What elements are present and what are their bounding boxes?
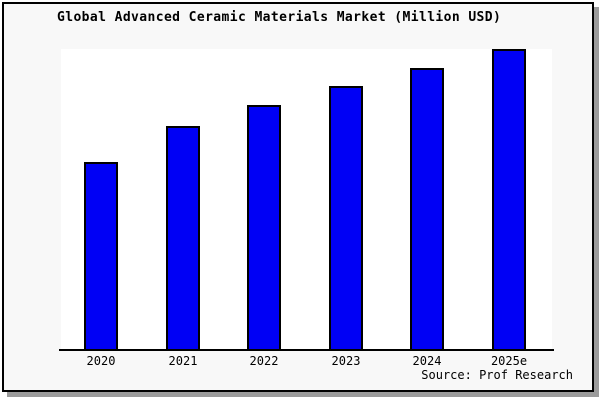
bar-2023 — [329, 86, 363, 351]
bar-2020 — [84, 162, 118, 351]
x-axis-line — [59, 349, 554, 351]
x-tick-label-2022: 2022 — [249, 354, 279, 368]
x-tick-label-2025e: 2025e — [490, 354, 528, 368]
chart-title: Global Advanced Ceramic Materials Market… — [57, 10, 502, 25]
x-tick-label-2021: 2021 — [168, 354, 198, 368]
plot-area — [61, 49, 552, 351]
chart-frame: Global Advanced Ceramic Materials Market… — [2, 2, 594, 392]
x-tick-label-2023: 2023 — [331, 354, 361, 368]
bars-container — [61, 49, 552, 351]
bar-2025e — [492, 49, 526, 351]
bar-2022 — [247, 105, 281, 351]
bar-2021 — [166, 126, 200, 351]
bar-2024 — [410, 68, 444, 351]
source-credit: Source: Prof Research — [421, 368, 573, 382]
x-tick-label-2024: 2024 — [412, 354, 442, 368]
x-tick-label-2020: 2020 — [86, 354, 116, 368]
